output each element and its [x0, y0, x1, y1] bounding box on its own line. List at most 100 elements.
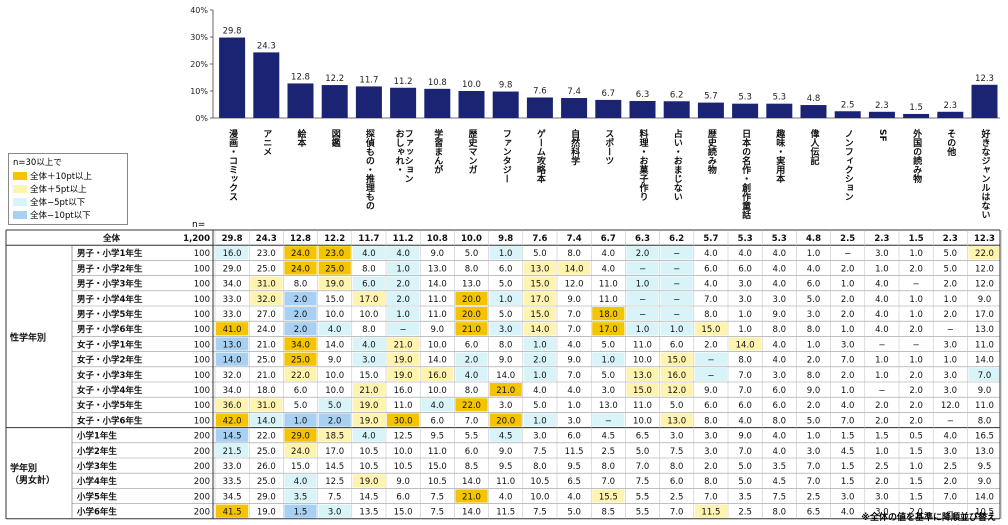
- row-n: 100: [194, 249, 210, 259]
- cell-highlight: [489, 428, 522, 442]
- table-cell: 4.0: [602, 264, 616, 274]
- table-cell: 5.0: [602, 371, 616, 381]
- table-cell: 9.5: [499, 462, 513, 472]
- table-cell: 12.0: [975, 264, 994, 274]
- table-cell: 5.0: [533, 249, 547, 259]
- cell-highlight: [729, 337, 762, 351]
- bar: [526, 97, 553, 118]
- table-cell: 6.3: [635, 234, 650, 244]
- cell-highlight: [455, 352, 488, 366]
- table-cell: 4.5: [773, 477, 787, 487]
- cell-highlight: [694, 367, 727, 381]
- table-cell: 13.0: [530, 264, 549, 274]
- table-cell: 5.0: [499, 280, 513, 290]
- cell-highlight: [455, 291, 488, 305]
- table-cell: 6.0: [431, 416, 445, 426]
- cell-highlight: [284, 261, 317, 275]
- table-cell: 30.0: [394, 416, 413, 426]
- table-cell: 2.0: [328, 416, 342, 426]
- legend-label: 全体＋10pt以上: [30, 172, 93, 182]
- table-cell: 8.5: [465, 462, 479, 472]
- table-cell: 29.0: [257, 492, 276, 502]
- bar: [458, 91, 485, 118]
- bar: [595, 99, 622, 118]
- table-cell: 14.0: [565, 264, 584, 274]
- table-cell: −: [707, 371, 714, 381]
- table-cell: 18.0: [599, 310, 618, 320]
- table-cell: 2.5: [840, 234, 855, 244]
- row-n: 100: [194, 386, 210, 396]
- row-label: 男子・小学3年生: [77, 279, 143, 290]
- table-cell: 1.0: [499, 295, 513, 305]
- table-cell: 8.0: [704, 477, 718, 487]
- table-cell: 3.5: [294, 492, 308, 502]
- row-label: 女子・小学2年生: [77, 355, 143, 366]
- table-cell: 3.0: [499, 401, 513, 411]
- table-cell: 1.0: [396, 310, 410, 320]
- table-cell: 4.0: [875, 325, 889, 335]
- table-cell: 4.0: [738, 416, 752, 426]
- table-cell: −: [844, 249, 851, 259]
- table-cell: 6.5: [807, 508, 821, 518]
- table-cell: 10.5: [428, 477, 447, 487]
- cell-highlight: [626, 383, 659, 397]
- table-cell: 32.0: [223, 371, 242, 381]
- category-label-column: 日本の名作・創作童話: [740, 129, 752, 220]
- row-n: 100: [194, 280, 210, 290]
- table-cell: 2.5: [807, 492, 821, 502]
- category-label-column: 歴史読み物: [706, 129, 717, 175]
- row-n: 100: [194, 264, 210, 274]
- table-cell: −: [673, 264, 680, 274]
- table-cell: 3.0: [944, 371, 958, 381]
- legend-swatch: [13, 211, 27, 219]
- category-label: スポーツ: [603, 129, 614, 165]
- category-label-column: 図鑑: [330, 129, 341, 148]
- cell-highlight: [523, 291, 556, 305]
- legend-swatch: [13, 198, 27, 206]
- table-cell: 4.8: [806, 234, 821, 244]
- table-cell: 7.0: [944, 492, 958, 502]
- table-cell: −: [673, 280, 680, 290]
- bar: [561, 98, 588, 118]
- table-cell: 9.0: [431, 249, 445, 259]
- table-cell: 14.0: [257, 416, 276, 426]
- table-cell: 5.0: [328, 401, 342, 411]
- table-cell: 12.0: [565, 280, 584, 290]
- table-cell: 24.0: [291, 249, 310, 259]
- table-cell: 2.0: [294, 295, 308, 305]
- table-cell: 12.0: [667, 386, 686, 396]
- table-cell: 7.0: [670, 508, 684, 518]
- table-cell: 5.0: [533, 401, 547, 411]
- table-cell: 15.0: [633, 386, 652, 396]
- table-cell: 10.5: [359, 462, 378, 472]
- cell-highlight: [523, 322, 556, 336]
- table-cell: 21.0: [394, 340, 413, 350]
- table-cell: 10.0: [325, 386, 344, 396]
- category-label-column: 料理・お菓子作り: [638, 128, 650, 201]
- bar: [492, 91, 519, 118]
- category-label-column: アニメ: [261, 129, 272, 156]
- table-cell: 3.0: [773, 295, 787, 305]
- cell-highlight: [626, 261, 659, 275]
- table-cell: 16.0: [223, 249, 242, 259]
- table-cell: 10.5: [975, 508, 994, 518]
- table-cell: 8.0: [533, 462, 547, 472]
- table-cell: 8.0: [978, 416, 992, 426]
- cell-highlight: [523, 413, 556, 427]
- table-cell: 2.0: [875, 477, 889, 487]
- bar: [903, 113, 930, 118]
- table-cell: 42.0: [223, 416, 242, 426]
- category-label: 自然科学: [569, 128, 580, 166]
- cell-highlight: [660, 413, 693, 427]
- table-cell: 3.0: [807, 310, 821, 320]
- table-cell: 2.0: [396, 280, 410, 290]
- table-cell: 16.0: [428, 371, 447, 381]
- cell-highlight: [284, 337, 317, 351]
- table-cell: 4.0: [807, 264, 821, 274]
- table-cell: 10.0: [461, 234, 482, 244]
- row-n: 200: [194, 492, 210, 502]
- category-label: 偉人伝記: [809, 128, 821, 166]
- table-cell: 14.0: [736, 340, 755, 350]
- table-cell: 2.0: [704, 340, 718, 350]
